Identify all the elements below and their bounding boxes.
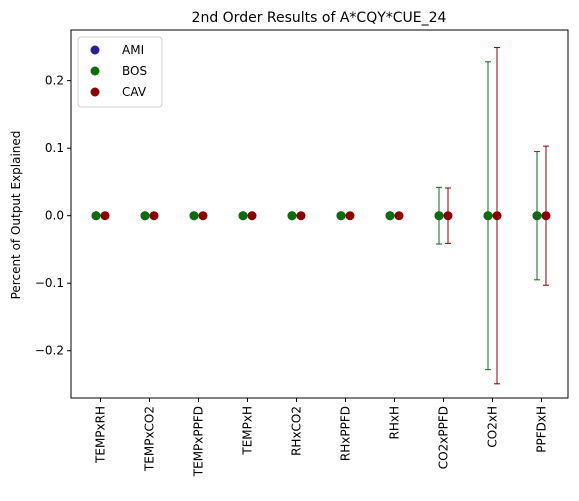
- x-tick-label: TEMPxRH: [94, 406, 108, 464]
- data-point: [287, 211, 297, 221]
- data-point: [532, 211, 542, 221]
- legend-marker: [90, 87, 100, 97]
- legend-box: [77, 36, 163, 108]
- data-point: [198, 211, 208, 221]
- data-point: [345, 211, 355, 221]
- data-point: [189, 211, 199, 221]
- data-point: [483, 211, 493, 221]
- y-tick-label: −0.2: [35, 344, 64, 358]
- y-tick-label: 0.1: [45, 141, 64, 155]
- x-tick-label: TEMPxPPFD: [192, 406, 206, 477]
- data-point: [443, 211, 453, 221]
- legend-marker: [90, 45, 100, 55]
- legend-label: BOS: [122, 64, 147, 78]
- data-point: [541, 211, 551, 221]
- x-tick-label: RHxCO2: [290, 406, 304, 456]
- data-point: [296, 211, 306, 221]
- data-point: [238, 211, 248, 221]
- data-point: [385, 211, 395, 221]
- x-tick-label: CO2xH: [486, 406, 500, 448]
- data-point: [247, 211, 257, 221]
- legend-label: AMI: [122, 43, 144, 57]
- plot-area: [91, 47, 551, 385]
- x-tick-label: RHxH: [388, 406, 402, 440]
- axes: −0.2 −0.1 0.0 0.1 0.2 TEMPxRH TEMPxCO2 TEMPxPPF…: [35, 74, 549, 478]
- x-tick-label: TEMPxCO2: [143, 406, 157, 472]
- plot-frame: [70, 29, 569, 399]
- data-point: [91, 211, 101, 221]
- y-tick-label: 0.2: [45, 74, 64, 88]
- chart-title: 2nd Order Results of A*CQY*CUE_24: [192, 10, 447, 26]
- data-point: [140, 211, 150, 221]
- data-point: [149, 211, 159, 221]
- data-point: [492, 211, 502, 221]
- data-point: [394, 211, 404, 221]
- y-tick-label: 0.0: [45, 209, 64, 223]
- x-tick-label: RHxPPFD: [339, 406, 353, 461]
- x-tick-label: CO2xPPFD: [437, 406, 451, 469]
- x-tick-label: PPFDxH: [535, 406, 549, 453]
- data-point: [100, 211, 110, 221]
- y-axis-label: Percent of Output Explained: [9, 131, 23, 300]
- y-tick-label: −0.1: [35, 276, 64, 290]
- legend-label: CAV: [122, 85, 147, 99]
- data-point: [434, 211, 444, 221]
- legend: AMI BOS CAV: [77, 36, 163, 108]
- x-tick-label: TEMPxH: [241, 406, 255, 456]
- legend-marker: [90, 66, 100, 76]
- data-point: [336, 211, 346, 221]
